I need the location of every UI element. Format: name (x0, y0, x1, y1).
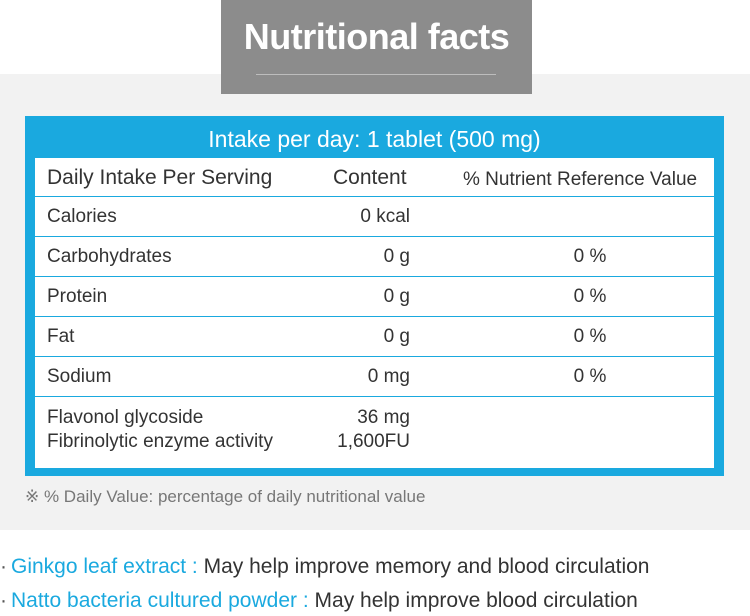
nutrition-table-frame: Intake per day: 1 tablet (500 mg) Daily … (25, 116, 724, 476)
header-nutrient-reference: % Nutrient Reference Value (463, 169, 698, 190)
header-daily-intake: Daily Intake Per Serving (47, 166, 273, 189)
footnote: ※ % Daily Value: percentage of daily nut… (25, 487, 426, 506)
table-row: Flavonol glycoside 36 mg Fibrinolytic en… (35, 397, 714, 468)
list-item: · Natto bacteria cultured powder : May he… (0, 589, 638, 613)
bullet-dot: · (0, 589, 7, 612)
row-name: Calories (47, 206, 117, 227)
table-row: Sodium 0 mg 0 % (35, 357, 714, 397)
nutrition-table: Intake per day: 1 tablet (500 mg) Daily … (35, 124, 714, 468)
row-name: Protein (47, 286, 108, 307)
ingredient-name: Ginkgo leaf extract : (11, 555, 198, 578)
row-content: 0 kcal (360, 206, 410, 227)
row-content: 0 mg (367, 366, 410, 387)
table-row: Calories 0 kcal (35, 197, 714, 237)
row-content: 0 g (383, 246, 410, 267)
row-pct: 0 % (573, 366, 607, 387)
table-header-row: Daily Intake Per Serving Content % Nutri… (35, 158, 714, 197)
row-name: Carbohydrates (47, 246, 172, 267)
ingredient-benefit: May help improve memory and blood circul… (203, 555, 650, 578)
table-row: Carbohydrates 0 g 0 % (35, 237, 714, 277)
header-content: Content (333, 166, 407, 189)
row-content: 0 g (383, 286, 410, 307)
row-name: Flavonol glycoside (47, 407, 204, 428)
ingredient-benefit: May help improve blood circulation (314, 589, 638, 612)
ingredient-name: Natto bacteria cultured powder : (11, 589, 309, 612)
title-underline (256, 74, 496, 75)
table-row: Protein 0 g 0 % (35, 277, 714, 317)
title-tab: Nutritional facts (221, 0, 532, 94)
row-name: Fat (47, 326, 75, 347)
row-content: 1,600FU (337, 431, 410, 452)
page-title: Nutritional facts (243, 16, 510, 57)
row-name: Fibrinolytic enzyme activity (47, 431, 273, 452)
row-pct: 0 % (573, 286, 607, 307)
table-row: Fat 0 g 0 % (35, 317, 714, 357)
row-content: 36 mg (357, 407, 410, 428)
row-pct: 0 % (573, 246, 607, 267)
intake-per-day-label: Intake per day: 1 tablet (500 mg) (35, 124, 714, 158)
list-item: · Ginkgo leaf extract : May help improve … (0, 555, 649, 579)
bullet-dot: · (0, 555, 7, 578)
row-pct: 0 % (573, 326, 607, 347)
row-name: Sodium (47, 366, 112, 387)
row-content: 0 g (383, 326, 410, 347)
